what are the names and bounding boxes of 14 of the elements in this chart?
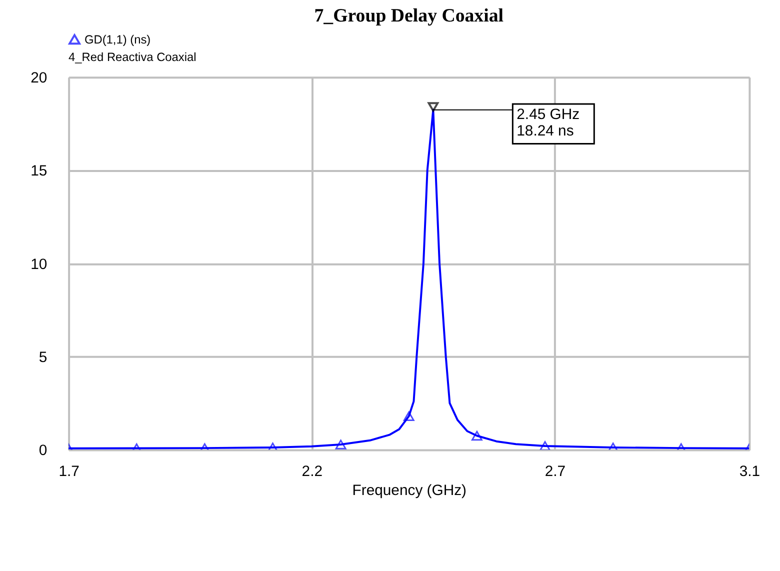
x-tick-label: 1.7 bbox=[58, 464, 80, 480]
x-tick-label: 2.2 bbox=[302, 464, 322, 480]
y-tick-label: 0 bbox=[38, 443, 48, 460]
y-tick-label: 15 bbox=[30, 164, 48, 180]
x-tick-label: 3.1 bbox=[739, 464, 760, 480]
legend-label: GD(1,1) (ns) bbox=[84, 32, 151, 46]
y-tick-label: 5 bbox=[38, 350, 48, 366]
annotation: 2.45 GHz 18.24 ns bbox=[516, 106, 580, 140]
x-axis-title: Frequency (GHz) bbox=[352, 482, 467, 499]
chart-title: 7_Group Delay Coaxial bbox=[314, 5, 504, 26]
y-tick-label: 10 bbox=[30, 256, 48, 273]
legend-title: 4_Red Reactiva Coaxial bbox=[68, 50, 196, 64]
x-tick-label: 2.7 bbox=[544, 464, 566, 480]
y-tick-label: 20 bbox=[30, 70, 48, 87]
